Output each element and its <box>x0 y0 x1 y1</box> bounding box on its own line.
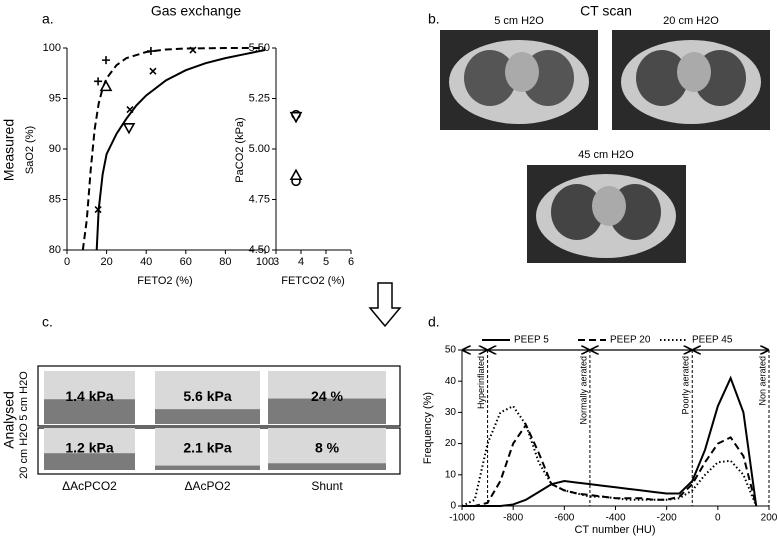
marker <box>102 56 111 65</box>
y-tick-label: 5.00 <box>249 143 270 155</box>
x-tick-label: 4 <box>298 256 304 268</box>
cell-background <box>155 428 260 470</box>
y-tick-label: 80 <box>49 244 61 256</box>
flow-arrow <box>368 282 402 328</box>
ct-image: 5 cm H2O <box>440 15 598 130</box>
y-tick-label: 30 <box>445 407 457 418</box>
x-tick-label: 5 <box>323 256 329 268</box>
x-tick-label: 6 <box>348 256 354 268</box>
series-line <box>462 422 758 507</box>
value-label: 5.6 kPa <box>183 388 231 404</box>
y-tick-label: 4.75 <box>249 193 270 205</box>
x-axis-label: FETO2 (%) <box>137 275 192 287</box>
marker <box>149 67 157 75</box>
image-label: 20 cm H2O <box>663 15 719 27</box>
y-tick-label: 50 <box>445 345 457 356</box>
row-frame <box>37 365 401 427</box>
bar <box>268 463 386 470</box>
x-axis-label: FETCO2 (%) <box>281 275 345 287</box>
series-line <box>462 375 758 507</box>
ct-image: 20 cm H2O <box>612 15 770 130</box>
legend-label: PEEP 45 <box>692 335 733 346</box>
image-label: 45 cm H2O <box>578 149 634 161</box>
y-axis-label: Frequency (%) <box>422 392 434 464</box>
marker <box>289 168 303 181</box>
series-line <box>95 49 266 251</box>
x-tick-label: -200 <box>657 513 677 524</box>
x-tick-label: -600 <box>554 513 574 524</box>
x-tick-label: 0 <box>715 513 721 524</box>
row-label: 5 cm H2O <box>18 371 30 421</box>
x-tick-label: 60 <box>180 256 192 268</box>
panel-label: a. <box>42 11 54 27</box>
row-label: Measured <box>1 119 17 181</box>
value-label: 1.4 kPa <box>65 388 113 404</box>
y-tick-label: 5.50 <box>249 42 270 54</box>
marker <box>189 46 197 54</box>
x-axis-label: CT number (HU) <box>574 524 655 536</box>
bar <box>44 399 135 424</box>
bar <box>155 409 260 424</box>
bar <box>268 398 386 424</box>
y-axis-label: PaCO2 (kPa) <box>234 117 246 182</box>
marker <box>94 206 102 214</box>
marker <box>126 106 134 114</box>
category-label: ΔAcPCO2 <box>62 479 117 493</box>
image-label: 5 cm H2O <box>494 15 544 27</box>
y-tick-label: 100 <box>43 42 61 54</box>
panel-label: b. <box>428 11 440 27</box>
region-label: Hyperinflated <box>476 356 486 409</box>
x-tick-label: 3 <box>273 256 279 268</box>
x-tick-label: 200 <box>761 513 778 524</box>
cell-background <box>268 428 386 470</box>
x-tick-label: 100 <box>256 256 274 268</box>
value-label: 1.2 kPa <box>65 440 113 456</box>
y-tick-label: 95 <box>49 92 61 104</box>
x-tick-label: 80 <box>219 256 231 268</box>
value-label: 2.1 kPa <box>183 440 231 456</box>
x-tick-label: -800 <box>503 513 523 524</box>
x-tick-label: -1000 <box>449 513 475 524</box>
category-label: Shunt <box>311 479 343 493</box>
value-label: 8 % <box>315 440 340 456</box>
region-label: Poorly aerated <box>681 356 691 415</box>
series-line <box>81 47 265 251</box>
panel-title: Gas exchange <box>151 3 241 19</box>
x-tick-label: -400 <box>605 513 625 524</box>
marker <box>99 79 113 92</box>
y-tick-label: 5.25 <box>249 92 270 104</box>
x-tick-label: 0 <box>64 256 70 268</box>
bar <box>155 465 260 470</box>
x-tick-label: 40 <box>140 256 152 268</box>
row-label: 20 cm H2O <box>18 423 30 479</box>
category-label: ΔAcPO2 <box>184 479 230 493</box>
x-tick-label: 20 <box>100 256 112 268</box>
panel-title: CT scan <box>580 3 632 19</box>
panel-label: d. <box>428 314 440 330</box>
ct-image: 45 cm H2O <box>527 149 686 263</box>
legend-label: PEEP 20 <box>610 335 651 346</box>
region-label: Normally aerated <box>578 356 588 425</box>
series-line <box>461 404 758 507</box>
y-axis-label: SaO2 (%) <box>24 126 36 174</box>
y-tick-label: 0 <box>450 501 456 512</box>
value-label: 24 % <box>311 388 343 404</box>
y-tick-label: 10 <box>445 469 457 480</box>
y-tick-label: 4.50 <box>249 244 270 256</box>
panel-label: c. <box>42 314 53 330</box>
marker <box>146 47 155 56</box>
bar <box>44 453 135 470</box>
marker <box>122 122 136 135</box>
y-tick-label: 20 <box>445 438 457 449</box>
row-label: Analysed <box>1 391 17 449</box>
marker <box>94 77 103 86</box>
y-tick-label: 90 <box>49 143 61 155</box>
legend-label: PEEP 5 <box>514 335 549 346</box>
y-tick-label: 40 <box>445 376 457 387</box>
region-label: Non aerated <box>757 356 767 406</box>
y-tick-label: 85 <box>49 193 61 205</box>
marker <box>289 111 303 124</box>
